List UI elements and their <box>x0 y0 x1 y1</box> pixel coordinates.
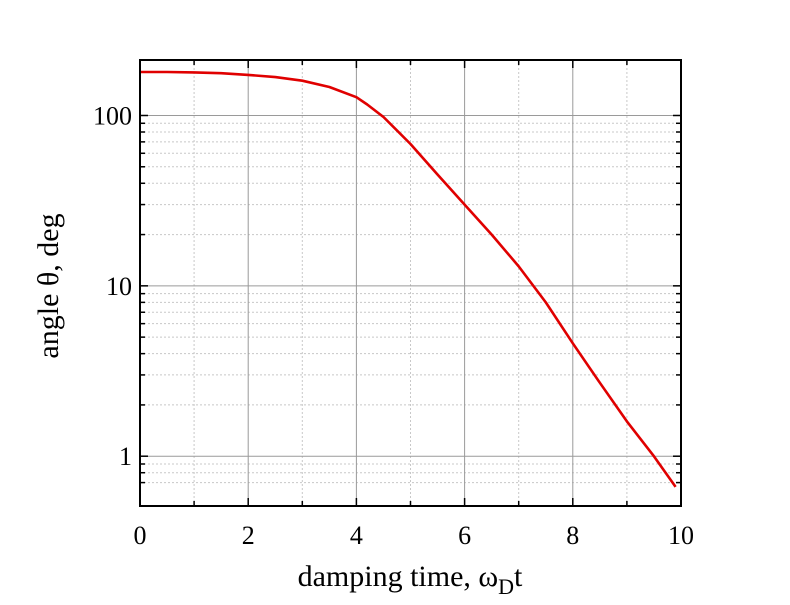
x-tick-label: 8 <box>566 521 579 550</box>
y-tick-label: 1 <box>119 442 132 471</box>
plot-frame <box>139 59 682 507</box>
minor-grid <box>140 60 681 506</box>
tick-labels: 0 2 4 6 8 10 1 10 100 <box>93 101 694 550</box>
y-tick-label: 100 <box>93 101 132 130</box>
x-tick-label: 2 <box>242 521 255 550</box>
x-tick-label: 10 <box>668 521 694 550</box>
series-line <box>140 70 677 488</box>
y-axis-label: angle θ, deg <box>32 213 65 358</box>
axis-ticks <box>139 60 682 506</box>
y-tick-label: 10 <box>106 272 132 301</box>
x-tick-label: 6 <box>458 521 471 550</box>
x-tick-label: 4 <box>350 521 363 550</box>
x-axis-label: damping time, ωDt <box>298 560 523 599</box>
major-grid <box>140 60 681 506</box>
x-tick-label: 0 <box>134 521 147 550</box>
